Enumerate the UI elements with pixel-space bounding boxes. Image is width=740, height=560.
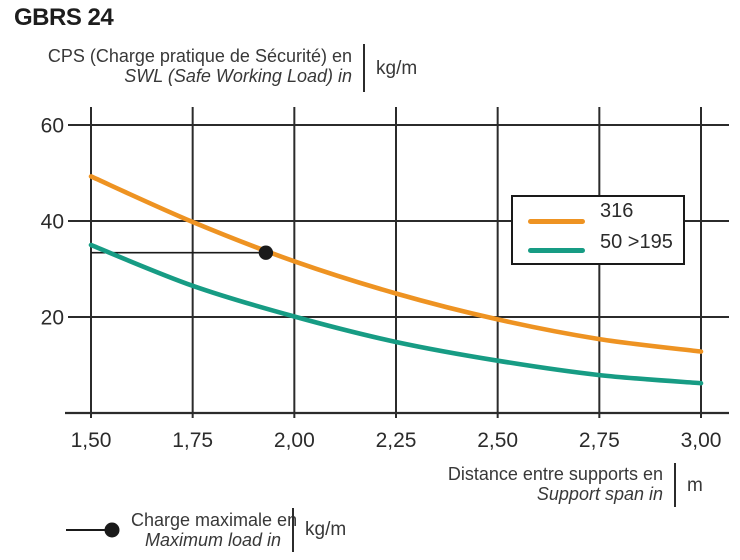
max-load-title-en: Maximum load in [144, 530, 281, 550]
x-axis-title: Distance entre supports en Support span … [380, 464, 663, 507]
max-load-marker-dot [258, 245, 274, 260]
page-title: GBRS 24 [14, 4, 114, 31]
x-tick-label: 1,75 [172, 429, 213, 452]
legend: 316 50 >195 [511, 195, 685, 265]
y-tick-label: 20 [41, 307, 64, 330]
max-load-unit: kg/m [305, 519, 347, 540]
legend-label-316: 316 [600, 200, 634, 222]
max-load-title-fr: Charge maximale en [131, 510, 298, 530]
y-tick-label: 40 [41, 211, 64, 234]
x-tick-label: 2,25 [376, 429, 417, 452]
legend-label-50-195: 50 >195 [600, 231, 673, 253]
y-axis-title-en: SWL (Safe Working Load) in [124, 66, 352, 86]
y-tick-label: 60 [41, 115, 64, 138]
unit-divider [363, 44, 365, 92]
max-load-title: Charge maximale en Maximum load in [131, 510, 298, 550]
curve-50-195 [88, 242, 704, 386]
max-load-legend: Charge maximale en Maximum load in kg/m [65, 508, 346, 552]
x-tick-label: 2,00 [274, 429, 315, 452]
x-axis-unit: m [687, 474, 703, 496]
unit-divider [674, 463, 676, 507]
x-tick-label: 3,00 [681, 429, 722, 452]
max-load-marker-icon [66, 522, 120, 538]
y-axis-unit: kg/m [376, 58, 418, 79]
x-tick-label: 1,50 [71, 429, 112, 452]
curve-316 [88, 174, 704, 354]
y-axis-title: CPS (Charge pratique de Sécurité) en SWL… [14, 46, 352, 92]
x-axis-header: Distance entre supports en Support span … [380, 463, 703, 507]
unit-divider [292, 508, 294, 552]
x-tick-label: 2,75 [579, 429, 620, 452]
x-axis-title-fr: Distance entre supports en [447, 464, 663, 484]
y-axis-title-fr: CPS (Charge pratique de Sécurité) en [47, 46, 352, 66]
legend-swatch-316 [528, 219, 585, 224]
legend-swatch-50-195 [528, 248, 585, 253]
x-axis-title-en: Support span in [536, 484, 663, 504]
y-axis-header: CPS (Charge pratique de Sécurité) en SWL… [14, 44, 418, 92]
x-tick-label: 2,50 [477, 429, 518, 452]
